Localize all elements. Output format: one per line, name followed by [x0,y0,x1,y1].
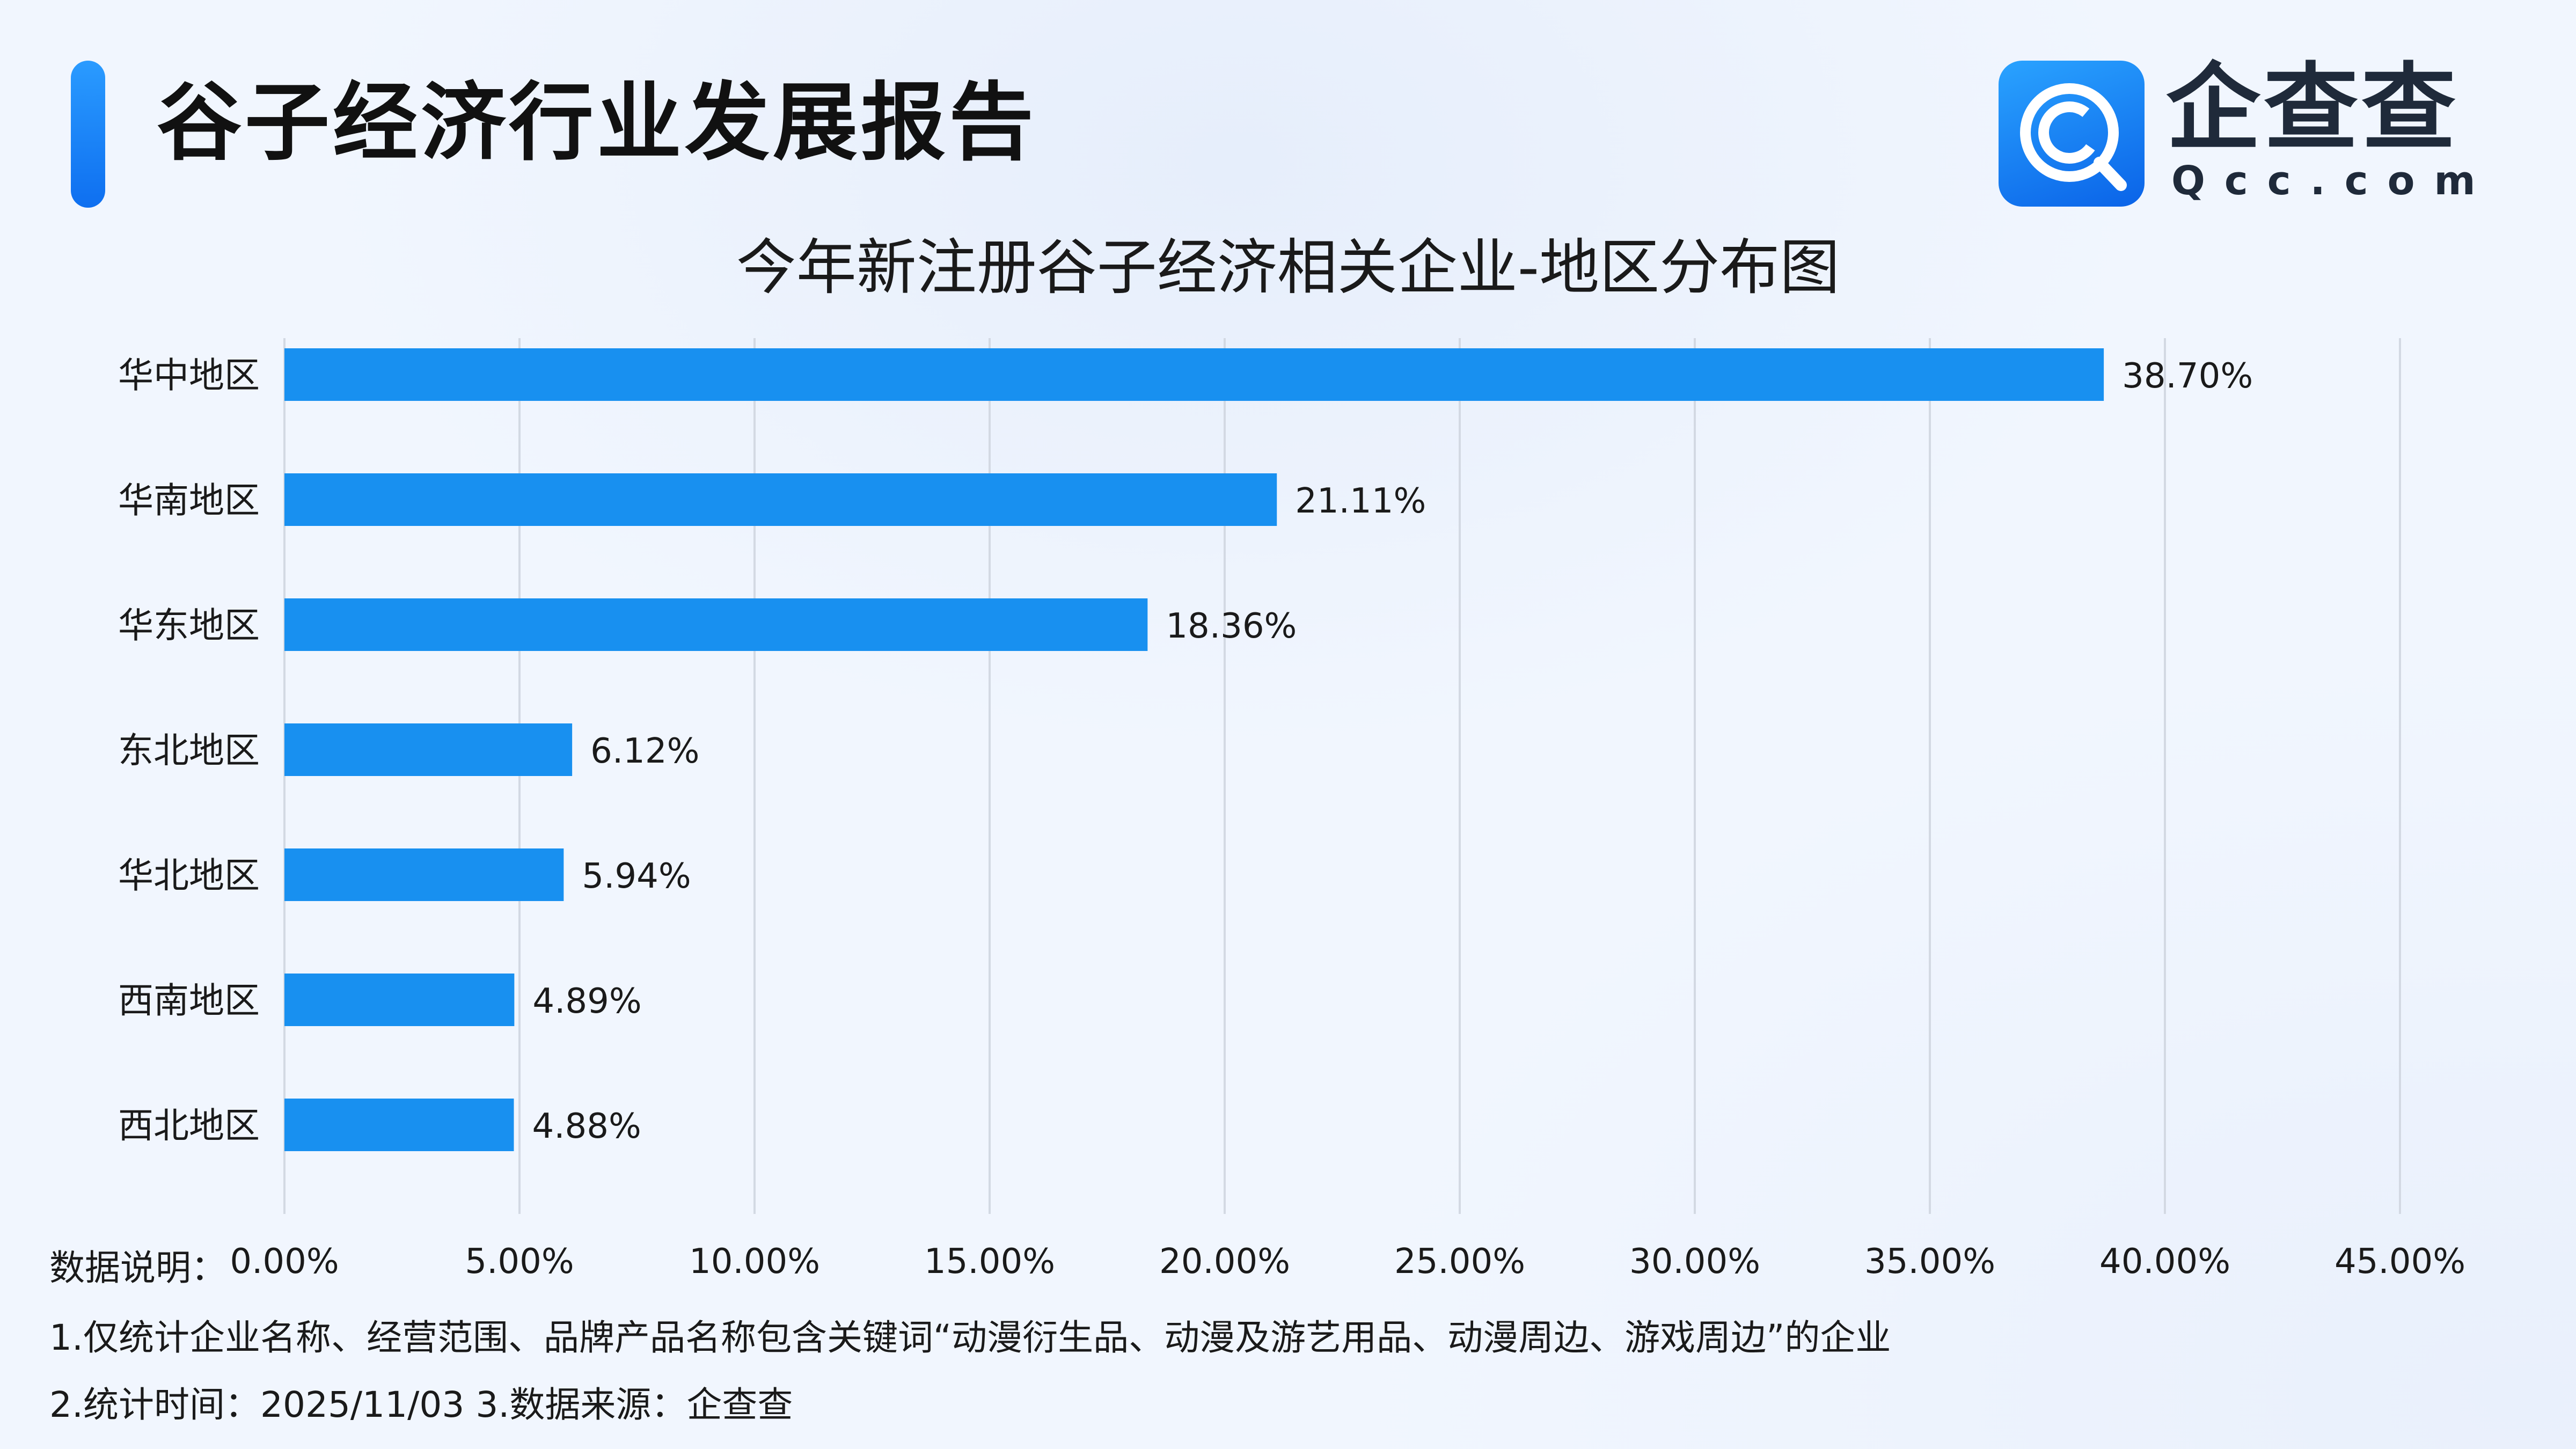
chart-title: 今年新注册谷子经济相关企业-地区分布图 [736,233,1840,303]
title-accent-bar [71,61,105,208]
x-tick-label: 10.00% [689,1242,820,1282]
category-label: 西南地区 [118,980,260,1021]
x-tick-label: 25.00% [1394,1242,1525,1282]
category-label: 西北地区 [118,1105,260,1146]
bar [284,974,515,1026]
category-label: 华中地区 [118,355,260,396]
bar [284,473,1277,526]
value-label: 18.36% [1166,606,1297,646]
x-tick-label: 0.00% [230,1242,339,1282]
qcc-logo-icon [1999,61,2145,207]
value-label: 6.12% [590,731,699,771]
x-tick-label: 45.00% [2334,1242,2465,1282]
notes-line-2: 2.统计时间：2025/11/03 3.数据来源：企查查 [49,1384,793,1425]
x-tick-label: 30.00% [1629,1242,1760,1282]
value-label: 38.70% [2122,356,2253,396]
bar [284,1099,514,1151]
notes-line-1: 1.仅统计企业名称、经营范围、品牌产品名称包含关键词“动漫衍生品、动漫及游艺用品… [49,1317,1891,1358]
bar [284,598,1148,651]
category-label: 东北地区 [118,730,260,771]
bar [284,723,573,776]
category-label: 华北地区 [118,855,260,896]
logo-domain: Qcc.com [2171,158,2495,204]
x-tick-label: 40.00% [2099,1242,2230,1282]
value-label: 4.89% [532,982,641,1021]
category-label: 华南地区 [118,480,260,521]
logo-name: 企查查 [2166,53,2460,163]
value-label: 4.88% [532,1107,641,1146]
notes-label: 数据说明： [49,1247,226,1289]
x-tick-label: 5.00% [465,1242,574,1282]
report-title: 谷子经济行业发展报告 [157,74,1037,172]
x-tick-label: 20.00% [1159,1242,1290,1282]
x-tick-label: 35.00% [1864,1242,1995,1282]
bar [284,848,564,901]
x-tick-label: 15.00% [924,1242,1055,1282]
value-label: 21.11% [1295,481,1426,521]
category-label: 华东地区 [118,605,260,646]
bar [284,348,2104,401]
value-label: 5.94% [582,857,691,896]
